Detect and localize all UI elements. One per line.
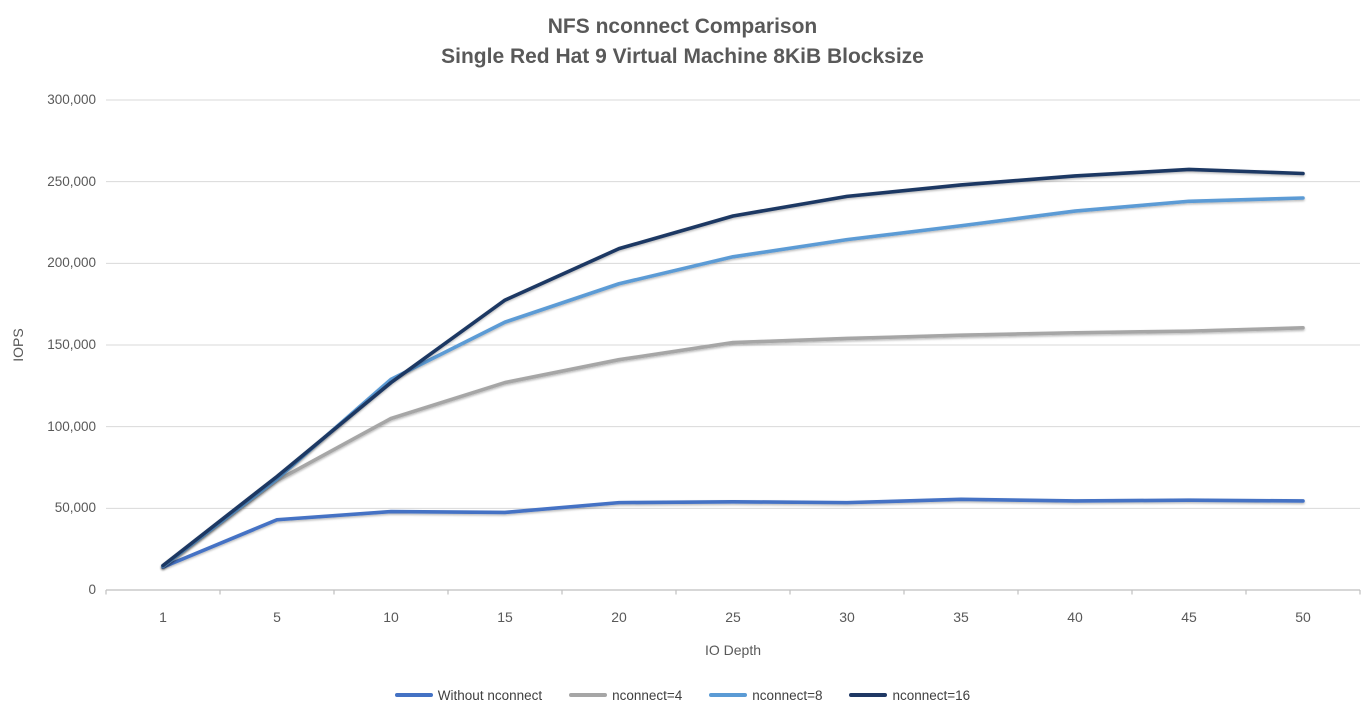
legend-label: nconnect=4 (612, 687, 683, 703)
y-axis-tick-label: 50,000 (54, 500, 96, 516)
gridlines (106, 99, 1360, 509)
y-axis-tick-label: 0 (88, 582, 96, 597)
x-axis-line (105, 589, 1361, 595)
chart-title: NFS nconnect Comparison Single Red Hat 9… (0, 12, 1365, 72)
x-axis-tick-label: 5 (273, 609, 281, 625)
series-line-nconnect-4 (161, 326, 1305, 569)
x-axis-tick-label: 20 (611, 609, 627, 625)
legend-item: nconnect=16 (849, 688, 970, 703)
legend-item: Without nconnect (394, 687, 543, 703)
x-axis-tick-label: 25 (725, 609, 741, 625)
legend-swatch (849, 693, 888, 697)
legend-label: nconnect=16 (892, 687, 971, 703)
x-axis-tick-label: 1 (159, 609, 167, 625)
x-axis-tick-label: 10 (383, 609, 399, 625)
series-lines (161, 167, 1305, 569)
series-line-nconnect-16 (161, 167, 1305, 568)
series-line-without-nconnect (161, 497, 1305, 569)
legend-swatch (569, 693, 608, 697)
chart-title-line1: NFS nconnect Comparison (547, 15, 818, 38)
plot-area (105, 99, 1361, 595)
x-axis-tick-label: 50 (1295, 609, 1311, 625)
x-axis-title: IO Depth (704, 642, 762, 658)
legend-label: Without nconnect (437, 687, 543, 703)
y-axis-tick-label: 100,000 (47, 418, 96, 434)
chart-legend: Without nconnect nconnect=4 nconnect=8 ncon… (0, 685, 1365, 705)
y-axis-tick-label: 300,000 (47, 92, 96, 107)
chart-title-line2: Single Red Hat 9 Virtual Machine 8KiB Bl… (441, 45, 924, 68)
y-axis-tick-label: 250,000 (47, 173, 96, 189)
series-line-nconnect-8 (161, 196, 1305, 569)
legend-item: nconnect=4 (569, 688, 682, 703)
y-axis-tick-label: 150,000 (47, 337, 96, 352)
legend-swatch (709, 693, 748, 697)
x-axis-tick-label: 15 (497, 609, 513, 625)
x-axis-tick-label: 35 (953, 609, 969, 625)
x-axis-tick-label: 30 (839, 609, 855, 625)
legend-item: nconnect=8 (709, 688, 822, 703)
x-axis-tick-label: 45 (1181, 609, 1197, 625)
legend-swatch (394, 693, 433, 697)
legend-label: nconnect=8 (752, 687, 823, 703)
y-axis-tick-label: 200,000 (47, 255, 96, 271)
x-axis-tick-label: 40 (1067, 609, 1083, 625)
